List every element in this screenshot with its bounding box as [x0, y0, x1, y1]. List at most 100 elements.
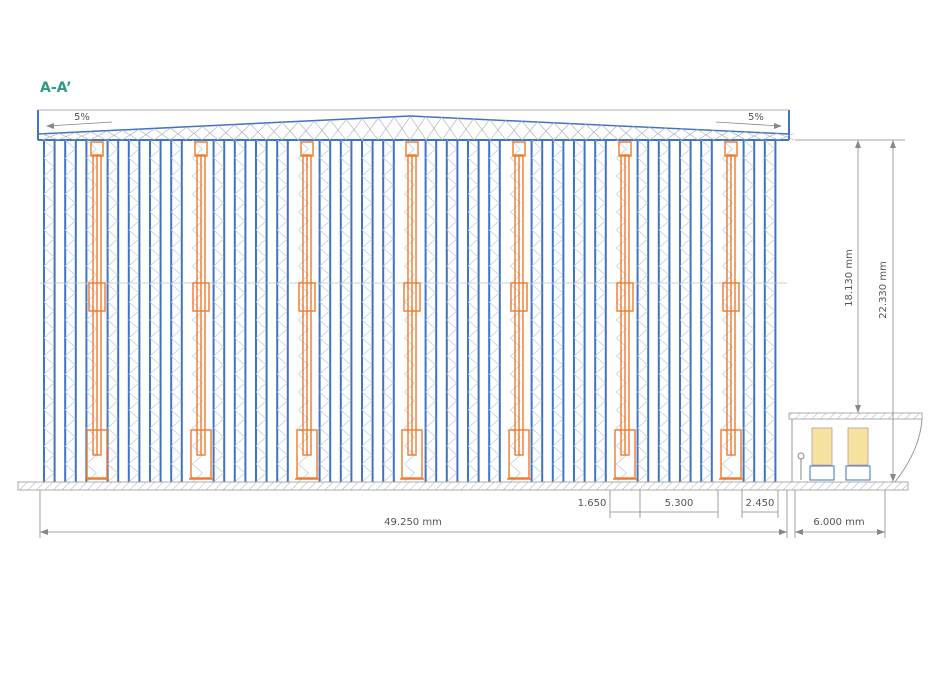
rack-brace — [700, 292, 712, 303]
rack-brace — [637, 265, 648, 276]
rack-brace — [531, 166, 542, 177]
rack-brace — [637, 301, 648, 312]
rack-brace — [340, 409, 352, 420]
rack-brace — [86, 364, 97, 375]
rack-brace — [425, 409, 436, 420]
rack-brace — [425, 400, 436, 411]
rack-brace — [361, 211, 373, 222]
rack-brace — [170, 211, 182, 222]
rack-brace — [361, 391, 373, 402]
rack-brace — [128, 337, 140, 348]
rack-brace — [404, 463, 415, 474]
truss-brace — [553, 122, 571, 141]
rack-brace — [658, 463, 670, 474]
rack-brace — [700, 301, 712, 312]
rack-brace — [594, 139, 606, 150]
rack-brace — [107, 265, 118, 276]
rack-brace — [64, 256, 76, 267]
rack-brace — [340, 292, 352, 303]
rack-brace — [319, 445, 330, 456]
rack-brace — [552, 364, 564, 375]
rack-brace — [573, 265, 585, 276]
rack-brace — [128, 382, 140, 393]
rack-brace — [552, 166, 564, 177]
rack-brace — [64, 400, 76, 411]
rack-brace — [637, 445, 648, 456]
rack-brace — [594, 175, 606, 186]
rack-brace — [64, 319, 76, 330]
rack-brace — [446, 193, 458, 204]
rack-brace — [637, 409, 648, 420]
rack-brace — [467, 463, 479, 474]
rack-brace — [764, 364, 776, 375]
rack-brace — [446, 274, 458, 285]
rack-brace — [658, 418, 670, 429]
rack-brace — [594, 166, 606, 177]
rack-brace — [488, 328, 500, 339]
rack-brace — [658, 400, 670, 411]
rack-brace — [552, 265, 564, 276]
rack-brace — [213, 310, 224, 321]
rack-brace — [382, 382, 394, 393]
rack-brace — [594, 211, 606, 222]
rack-brace — [573, 472, 585, 483]
dimension-label: 18.130 mm — [844, 249, 855, 307]
rack-brace — [43, 256, 55, 267]
rack-brace — [467, 355, 479, 366]
rack-brace — [594, 148, 606, 159]
rack-brace — [700, 355, 712, 366]
truss-brace — [521, 121, 539, 141]
rack-brace — [149, 265, 161, 276]
rack-brace — [573, 463, 585, 474]
rack-brace — [319, 364, 330, 375]
rack-brace — [425, 418, 436, 429]
rack-brace — [86, 175, 97, 186]
truss-brace — [633, 126, 651, 141]
rack-brace — [679, 166, 691, 177]
truss-brace — [201, 125, 219, 141]
rack-brace — [404, 382, 415, 393]
rack-brace — [361, 301, 373, 312]
truss-brace — [345, 118, 363, 141]
rack-brace — [340, 427, 352, 438]
rack-brace — [170, 220, 182, 231]
rack-brace — [446, 472, 458, 483]
rack-brace — [86, 292, 97, 303]
rack-brace — [64, 247, 76, 258]
rack-brace — [552, 157, 564, 168]
slope-right: 5% — [715, 112, 782, 129]
rack-brace — [340, 202, 352, 213]
crane-base — [86, 429, 108, 479]
rack-brace — [467, 445, 479, 456]
rack-brace — [446, 337, 458, 348]
rack-brace — [552, 355, 564, 366]
rack-brace — [382, 445, 394, 456]
dimension-label: 1.650 — [578, 498, 607, 509]
rack-brace — [552, 463, 564, 474]
rack-brace — [446, 256, 458, 267]
rack-brace — [213, 463, 224, 474]
rack-brace — [679, 265, 691, 276]
rack-brace — [382, 211, 394, 222]
rack-brace — [573, 229, 585, 240]
rack-brace — [64, 355, 76, 366]
rack-brace — [340, 436, 352, 447]
rack-brace — [382, 193, 394, 204]
rack-brace — [128, 265, 140, 276]
rack-brace — [149, 175, 161, 186]
rack-brace — [764, 418, 776, 429]
rack-brace — [107, 418, 118, 429]
rack-brace — [255, 220, 267, 231]
rack-brace — [425, 382, 436, 393]
rack-brace — [234, 382, 246, 393]
rack-brace — [573, 409, 585, 420]
rack-brace — [234, 229, 246, 240]
rack-brace — [425, 292, 436, 303]
rack-brace — [107, 310, 118, 321]
rack-brace — [764, 283, 776, 294]
rack-brace — [382, 157, 394, 168]
rack-brace — [382, 166, 394, 177]
rack-brace — [446, 427, 458, 438]
rack-brace — [170, 139, 182, 150]
truss-brace — [489, 119, 507, 141]
